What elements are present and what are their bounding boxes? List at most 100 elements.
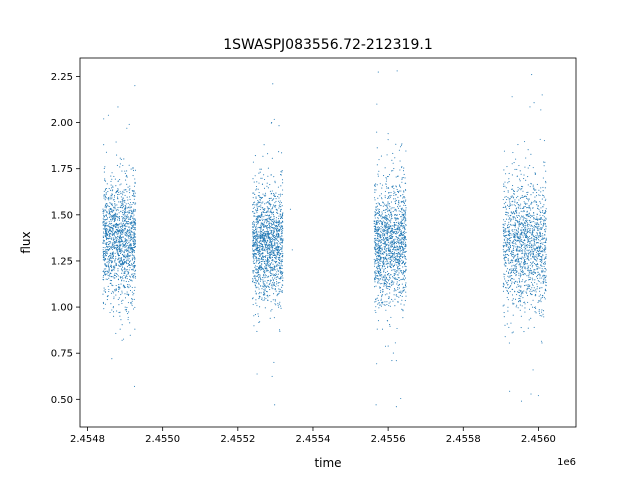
data-point [385, 253, 387, 255]
data-point [531, 249, 533, 251]
data-point [379, 214, 381, 217]
data-point [508, 229, 510, 231]
data-point [281, 256, 283, 258]
data-point [271, 213, 273, 215]
data-point [385, 275, 387, 277]
data-point [279, 214, 281, 216]
data-point [518, 298, 520, 300]
data-point [399, 242, 401, 244]
data-point [529, 228, 531, 230]
data-point [265, 202, 267, 204]
data-point [278, 197, 280, 199]
data-point [113, 218, 116, 220]
data-point [380, 216, 382, 218]
data-point [109, 189, 112, 191]
data-point [376, 249, 378, 251]
data-point [396, 250, 398, 252]
data-point [271, 262, 273, 264]
data-point [384, 190, 386, 192]
data-point [393, 274, 395, 276]
data-point [381, 260, 383, 262]
data-point [281, 235, 283, 237]
data-point [258, 251, 260, 253]
data-point [388, 253, 390, 255]
data-point [252, 245, 254, 247]
data-point [534, 311, 536, 313]
data-point [385, 248, 387, 250]
data-point [134, 181, 136, 184]
data-point [380, 214, 382, 216]
data-point [256, 249, 258, 252]
data-point [388, 280, 390, 282]
data-point [391, 186, 393, 188]
data-point [392, 256, 394, 258]
data-point [254, 314, 256, 316]
data-point [264, 256, 266, 258]
data-point [262, 252, 264, 254]
data-point [506, 166, 508, 168]
data-point [116, 223, 118, 226]
data-point [261, 230, 263, 232]
data-point [399, 247, 402, 250]
data-point [124, 249, 126, 251]
data-point [261, 222, 263, 224]
data-point [385, 183, 387, 185]
data-point [532, 229, 534, 231]
data-point [398, 242, 400, 244]
data-point [107, 249, 109, 251]
data-point [376, 297, 378, 299]
data-point [542, 224, 544, 226]
data-point [387, 202, 389, 204]
data-point [383, 284, 385, 286]
data-point [126, 196, 128, 198]
data-point [267, 247, 269, 249]
data-point [133, 208, 135, 210]
data-point [272, 269, 274, 271]
data-point [402, 261, 404, 264]
data-point [275, 198, 277, 200]
data-point [262, 235, 264, 237]
data-point [262, 208, 264, 210]
data-point [107, 191, 109, 193]
data-point [383, 251, 385, 253]
data-point [115, 264, 117, 267]
data-point [403, 249, 405, 251]
data-point [124, 210, 126, 212]
data-point [388, 296, 390, 298]
data-point [109, 216, 111, 219]
data-point [386, 154, 388, 156]
data-point [114, 244, 116, 246]
data-point [380, 274, 382, 276]
data-point [507, 272, 510, 274]
data-point [538, 208, 540, 210]
data-point [131, 234, 133, 236]
data-point [377, 303, 379, 305]
data-point [254, 282, 256, 284]
data-point [125, 261, 127, 263]
data-point [102, 210, 104, 213]
data-point [131, 252, 133, 254]
data-point [263, 260, 265, 263]
data-point [254, 249, 256, 251]
data-point [104, 231, 107, 233]
data-point [544, 199, 546, 202]
data-point [279, 239, 281, 241]
data-point [109, 223, 111, 225]
data-point [278, 303, 281, 305]
data-point [530, 269, 532, 272]
data-point [255, 256, 257, 258]
data-point [398, 200, 400, 202]
data-point [396, 206, 399, 208]
data-point [374, 189, 376, 191]
data-point [259, 251, 261, 253]
data-point [272, 278, 274, 281]
data-point [376, 184, 378, 186]
data-point [133, 198, 135, 200]
data-point [122, 190, 124, 192]
data-point [291, 249, 293, 251]
data-point [270, 285, 272, 287]
data-point [276, 237, 278, 239]
data-point [272, 227, 274, 229]
data-point [400, 223, 403, 225]
